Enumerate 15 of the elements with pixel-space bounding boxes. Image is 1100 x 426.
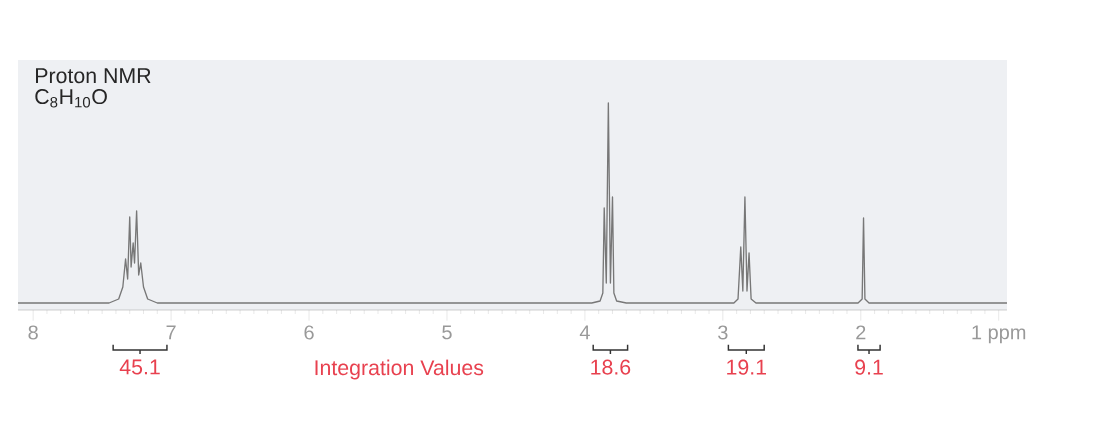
chart-subtitle: C$_{8}$H$_{10}$O [35,89,107,108]
x-tick-label: 6 [304,325,314,340]
x-tick-label: 7 [166,325,176,340]
x-tick-label: 1 ppm [972,325,1026,344]
x-tick-label: 3 [718,325,728,340]
x-tick-label: 2 [856,325,866,340]
x-tick-label: 5 [442,325,452,340]
text: 18.6 [591,359,631,375]
x-tick-label: 8 [28,325,38,340]
text: 9.1 [855,359,883,375]
text: 19.1 [727,359,766,375]
x-tick-label: 4 [579,325,590,340]
text: 45.1 [119,359,160,375]
text: Integration Values [315,359,484,380]
chart-title: Proton NMR [36,68,151,84]
